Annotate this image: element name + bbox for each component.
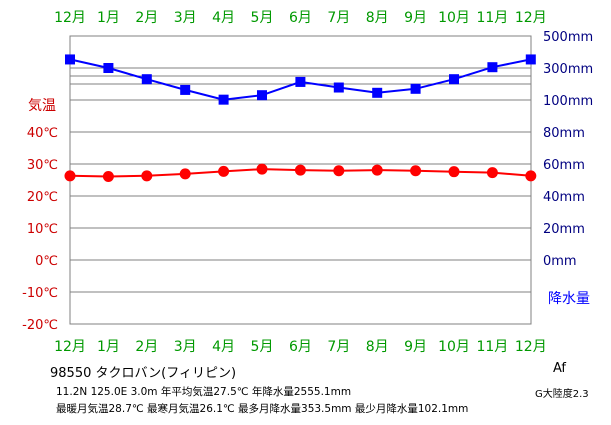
month-label-top: 7月	[327, 10, 350, 26]
station-summary-2: 最暖月気温28.7℃ 最寒月気温26.1℃ 最多月降水量353.5mm 最少月降…	[56, 403, 469, 415]
month-label-top: 5月	[251, 10, 274, 26]
precipitation-series	[65, 54, 536, 105]
month-label-top: 2月	[135, 10, 158, 26]
precipitation-point	[65, 54, 75, 65]
month-label-top: 4月	[212, 10, 235, 26]
temperature-tick-label: 0℃	[35, 254, 58, 269]
precipitation-tick-label: 300mm	[543, 62, 593, 77]
precipitation-axis: 500mm 300mm 100mm 80mm 60mm 40mm 20mm 0mm 降水量	[543, 30, 593, 307]
month-label-top: 8月	[366, 10, 389, 26]
top-month-labels: 12月 1月 2月 3月 4月 5月 6月 7月 8月 9月 10月 11月 12月	[54, 10, 547, 26]
month-label-bottom: 1月	[97, 339, 120, 355]
precipitation-tick-label: 80mm	[543, 126, 585, 141]
temperature-tick-label: -10℃	[22, 286, 58, 301]
month-label-top: 6月	[289, 10, 312, 26]
precipitation-point	[372, 87, 383, 98]
precipitation-point	[487, 62, 498, 73]
temperature-point	[333, 165, 345, 177]
precipitation-tick-label: 40mm	[543, 190, 585, 205]
month-label-top: 1月	[97, 10, 120, 26]
temperature-tick-label: 30℃	[27, 158, 58, 173]
temperature-axis-title: 気温	[28, 98, 56, 114]
koppen-class: Af	[553, 361, 567, 376]
temperature-point	[218, 165, 230, 177]
precipitation-point	[295, 76, 306, 87]
temperature-tick-label: -20℃	[22, 318, 58, 333]
precipitation-tick-label: 60mm	[543, 158, 585, 173]
precipitation-point	[180, 84, 191, 95]
station-summary-1: 11.2N 125.0E 3.0m 年平均気温27.5℃ 年降水量2555.1m…	[56, 386, 352, 398]
temperature-point	[371, 164, 383, 176]
temperature-point	[179, 168, 191, 180]
precipitation-point	[333, 82, 344, 93]
month-label-bottom: 10月	[438, 339, 470, 355]
temperature-point	[294, 164, 306, 176]
temperature-point	[486, 167, 498, 179]
month-label-bottom: 11月	[476, 339, 508, 355]
month-label-bottom: 5月	[251, 339, 274, 355]
precipitation-tick-label: 100mm	[543, 94, 593, 109]
month-label-bottom: 2月	[135, 339, 158, 355]
month-label-bottom: 7月	[327, 339, 350, 355]
temperature-series	[64, 163, 537, 182]
month-label-top: 12月	[515, 10, 547, 26]
temperature-point	[102, 170, 114, 182]
month-label-top: 12月	[54, 10, 86, 26]
month-label-bottom: 12月	[515, 339, 547, 355]
precipitation-point	[449, 74, 459, 85]
precipitation-point	[141, 74, 152, 85]
temperature-point	[256, 163, 268, 175]
precipitation-point	[103, 63, 114, 73]
month-label-top: 11月	[476, 10, 508, 26]
month-label-bottom: 4月	[212, 339, 235, 355]
month-label-top: 10月	[438, 10, 470, 26]
temperature-tick-label: 10℃	[27, 222, 58, 237]
bottom-month-labels: 12月 1月 2月 3月 4月 5月 6月 7月 8月 9月 10月 11月 12月	[54, 339, 547, 355]
temperature-axis: 気温 40℃ 30℃ 20℃ 10℃ 0℃ -10℃ -20℃	[22, 98, 58, 333]
temperature-point	[525, 170, 537, 182]
temperature-point	[448, 166, 460, 178]
month-label-top: 9月	[404, 10, 427, 26]
station-title: 98550 タクロバン(フィリピン)	[50, 366, 237, 381]
precipitation-tick-label: 500mm	[543, 30, 593, 45]
precipitation-point	[525, 54, 536, 65]
precipitation-axis-title: 降水量	[548, 291, 590, 307]
temperature-tick-label: 20℃	[27, 190, 58, 205]
precipitation-tick-label: 20mm	[543, 222, 585, 237]
precipitation-point	[410, 83, 421, 94]
temperature-point	[141, 170, 153, 182]
month-label-bottom: 3月	[174, 339, 197, 355]
temperature-point	[64, 170, 76, 182]
precipitation-tick-label: 0mm	[543, 254, 577, 269]
month-label-bottom: 9月	[404, 339, 427, 355]
temperature-tick-label: 40℃	[27, 126, 58, 141]
precipitation-point	[257, 90, 267, 101]
month-label-top: 3月	[174, 10, 197, 26]
month-label-bottom: 6月	[289, 339, 312, 355]
month-label-bottom: 12月	[54, 339, 86, 355]
precipitation-point	[218, 94, 229, 105]
continentality-index: G大陸度2.3	[535, 389, 589, 400]
month-label-bottom: 8月	[366, 339, 389, 355]
temperature-point	[410, 165, 422, 177]
